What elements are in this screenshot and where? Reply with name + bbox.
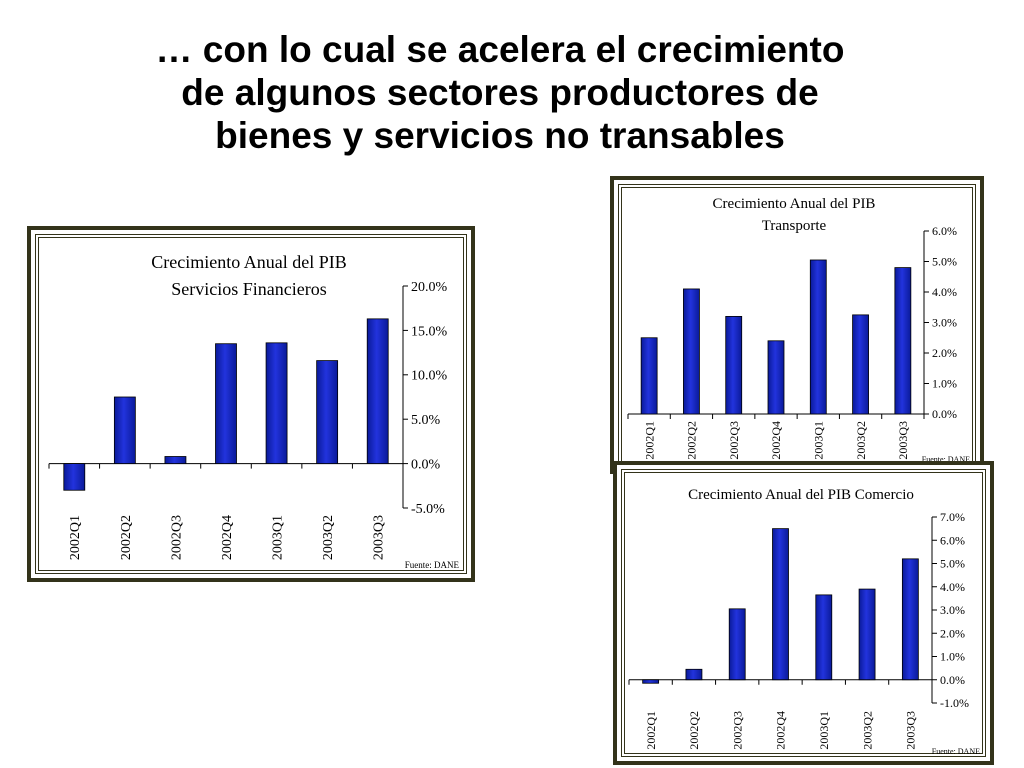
x-tick-label: 2002Q1 <box>642 421 656 460</box>
x-tick-label: 2002Q4 <box>220 515 235 560</box>
x-tick-label: 2003Q3 <box>372 515 387 560</box>
y-tick-label: 1.0% <box>932 377 957 391</box>
y-tick-label: 10.0% <box>411 369 448 384</box>
chart-frame-financieros: Crecimiento Anual del PIB Servicios Finan… <box>27 226 475 582</box>
y-tick-label: 3.0% <box>940 603 965 617</box>
y-tick-label: 4.0% <box>940 580 965 594</box>
bar <box>640 337 658 415</box>
bar <box>894 267 912 415</box>
x-tick-label: 2003Q2 <box>854 421 868 460</box>
bar <box>642 679 660 684</box>
chart-comercio: Crecimiento Anual del PIB Comercio -1.0% 0… <box>628 487 980 756</box>
x-tick-label: 2002Q2 <box>119 515 134 560</box>
bar <box>858 588 876 681</box>
y-tick-label: 15.0% <box>411 324 448 339</box>
x-tick-label: 2003Q1 <box>817 711 831 750</box>
bar <box>809 259 827 415</box>
y-tick-label: 7.0% <box>940 510 965 524</box>
y-tick-label: 3.0% <box>932 316 957 330</box>
y-tick-label: 5.0% <box>940 557 965 571</box>
x-tick-label: 2003Q3 <box>896 421 910 460</box>
y-tick-label: 2.0% <box>940 626 965 640</box>
y-tick-label: 5.0% <box>932 255 957 269</box>
slide-title-line: de algunos sectores productores de <box>181 72 819 113</box>
x-tick-label: 2002Q2 <box>687 711 701 750</box>
chart-source: Fuente: DANE <box>932 747 980 756</box>
x-tick-label: 2002Q3 <box>727 421 741 460</box>
bar <box>728 608 746 681</box>
chart-title: Crecimiento Anual del PIB <box>151 252 346 272</box>
chart-title: Transporte <box>762 218 827 234</box>
bar <box>265 342 288 464</box>
y-tick-label: -1.0% <box>940 696 969 710</box>
slide-title-line: bienes y servicios no transables <box>215 115 785 156</box>
x-tick-label: 2003Q1 <box>811 421 825 460</box>
chart-financieros: Crecimiento Anual del PIB Servicios Finan… <box>48 252 460 570</box>
bar <box>683 288 700 415</box>
y-tick-label: -5.0% <box>411 502 445 517</box>
x-tick-label: 2002Q3 <box>730 711 744 750</box>
y-tick-label: 0.0% <box>940 673 965 687</box>
chart-title: Crecimiento Anual del PIB <box>713 196 876 212</box>
y-tick-label: 5.0% <box>411 413 441 428</box>
y-tick-label: 1.0% <box>940 650 965 664</box>
bar <box>164 456 187 465</box>
chart-frame-comercio: Crecimiento Anual del PIB Comercio -1.0% 0… <box>613 461 994 765</box>
bar <box>215 343 237 464</box>
slide-title-line: … con lo cual se acelera el crecimiento <box>155 29 845 70</box>
bar <box>725 315 743 415</box>
chart-source: Fuente: DANE <box>405 560 460 570</box>
chart-frame-transporte: Crecimiento Anual del PIB Transporte 0.0% 1… <box>610 176 984 474</box>
bar <box>113 396 136 464</box>
chart-title: Crecimiento Anual del PIB Comercio <box>688 487 914 503</box>
y-tick-label: 2.0% <box>932 346 957 360</box>
bar <box>366 318 389 465</box>
x-tick-label: 2002Q4 <box>774 711 788 750</box>
bar <box>316 360 339 465</box>
bar <box>685 668 703 681</box>
chart-transporte: Crecimiento Anual del PIB Transporte 0.0% 1… <box>627 196 970 464</box>
slide-title: … con lo cual se acelera el crecimiento … <box>40 28 960 157</box>
x-tick-label: 2003Q2 <box>860 711 874 750</box>
bar <box>901 558 919 681</box>
chart-title: Servicios Financieros <box>171 279 326 299</box>
y-tick-label: 20.0% <box>411 280 448 295</box>
y-tick-label: 0.0% <box>411 458 441 473</box>
chart-source: Fuente: DANE <box>922 455 970 464</box>
x-tick-label: 2003Q3 <box>904 711 918 750</box>
x-tick-label: 2003Q2 <box>321 515 336 560</box>
x-tick-label: 2002Q4 <box>769 421 783 460</box>
bar <box>852 314 869 415</box>
bar <box>767 340 785 415</box>
bar <box>815 594 833 681</box>
bar <box>772 528 789 681</box>
x-tick-label: 2002Q3 <box>169 515 184 560</box>
y-tick-label: 6.0% <box>932 224 957 238</box>
x-tick-label: 2002Q1 <box>68 515 83 560</box>
y-tick-label: 0.0% <box>932 407 957 421</box>
x-tick-label: 2003Q1 <box>270 515 285 560</box>
bar <box>63 463 86 491</box>
y-tick-label: 6.0% <box>940 533 965 547</box>
x-tick-label: 2002Q2 <box>685 421 699 460</box>
y-tick-label: 4.0% <box>932 285 957 299</box>
x-tick-label: 2002Q1 <box>644 711 658 750</box>
